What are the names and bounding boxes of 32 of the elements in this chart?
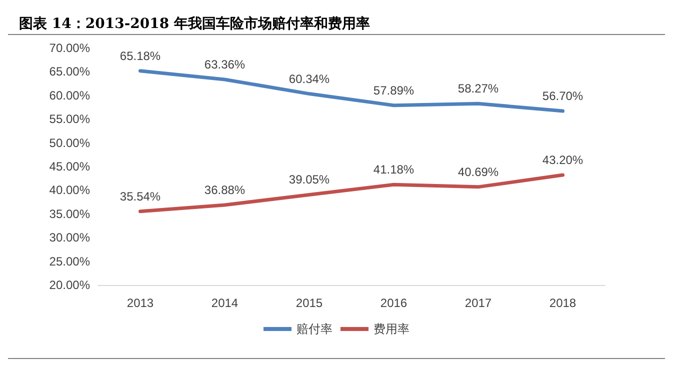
chart-title: 图表 14：2013-2018 年我国车险市场赔付率和费用率: [19, 15, 370, 32]
y-tick-label: 70.00%: [49, 41, 90, 55]
x-tick-label: 2015: [296, 296, 323, 310]
data-label: 35.54%: [120, 189, 161, 204]
x-tick-label: 2013: [126, 296, 154, 310]
legend-label: 费用率: [374, 322, 410, 336]
x-tick-label: 2017: [464, 296, 492, 310]
data-label: 36.88%: [204, 182, 246, 197]
data-label: 63.36%: [204, 57, 246, 72]
data-label: 60.34%: [288, 72, 330, 86]
y-tick-label: 60.00%: [49, 88, 90, 102]
y-tick-label: 45.00%: [49, 160, 90, 174]
x-tick-label: 2016: [380, 296, 408, 310]
data-label: 65.18%: [120, 48, 161, 63]
y-tick-label: 20.00%: [49, 278, 90, 292]
data-label: 41.18%: [373, 162, 414, 177]
data-label: 58.27%: [458, 82, 499, 96]
y-tick-label: 65.00%: [49, 64, 90, 79]
y-tick-label: 50.00%: [49, 136, 90, 150]
y-tick-label: 35.00%: [49, 206, 90, 221]
data-label: 56.70%: [542, 89, 584, 104]
y-tick-label: 30.00%: [49, 230, 90, 245]
x-tick-label: 2018: [549, 296, 576, 310]
data-label: 43.20%: [542, 153, 584, 168]
data-label: 39.05%: [288, 172, 330, 187]
x-tick-label: 2014: [211, 296, 238, 310]
y-tick-label: 55.00%: [49, 112, 90, 126]
y-tick-label: 40.00%: [49, 183, 90, 198]
y-tick-label: 25.00%: [49, 254, 90, 268]
data-label: 40.69%: [458, 164, 499, 179]
data-label: 57.89%: [373, 83, 414, 98]
legend-label: 赔付率: [296, 322, 332, 336]
